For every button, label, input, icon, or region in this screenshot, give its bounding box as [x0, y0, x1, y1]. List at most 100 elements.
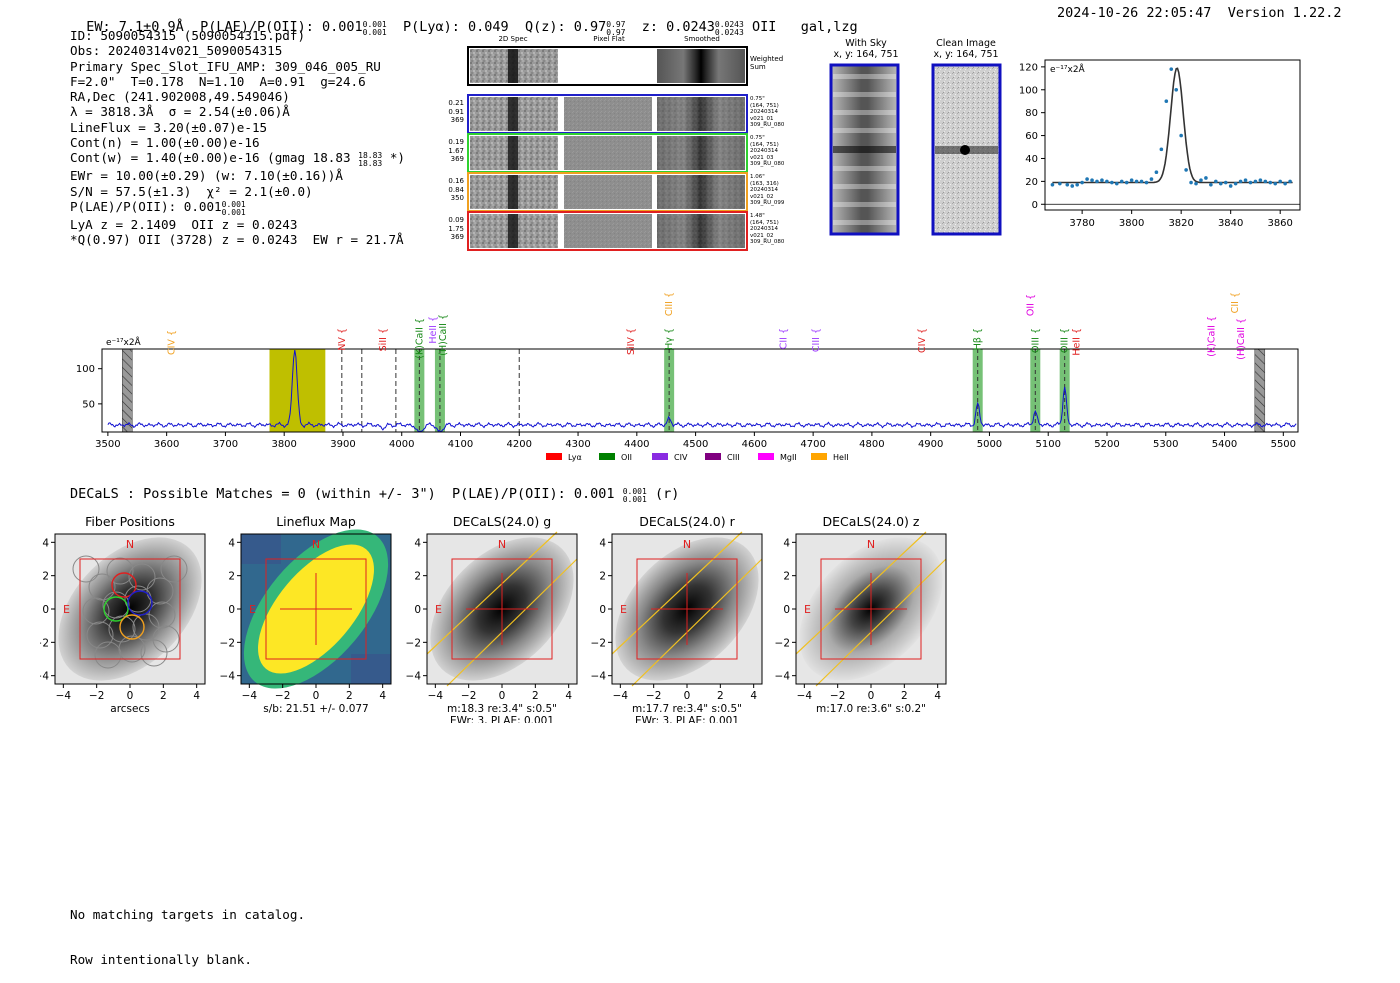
fit-ytick-label: 40	[1025, 154, 1038, 165]
fiber-circle	[146, 577, 174, 605]
strip-row-2d-line	[508, 97, 518, 131]
decals-ytick-label: 4	[599, 537, 606, 549]
header-z: z: 0.0243	[641, 19, 715, 35]
decals-caption: s/b: 21.51 +/- 0.077	[263, 703, 368, 715]
header-z-sub: 0.0243	[714, 28, 744, 37]
decals-xtick-label: −4	[428, 690, 444, 702]
strip-row-num: 369	[450, 233, 464, 241]
spectrum-line-label: (H)CaII {	[1236, 318, 1247, 360]
strip-row-nums: 0.19 1.67 369	[430, 138, 464, 164]
spectrum-ytick-label: 100	[76, 364, 95, 375]
spectrum-xtick-label: 4100	[448, 439, 473, 450]
weighted-smoothed	[657, 49, 745, 83]
spectrum-xtick-label: 5400	[1212, 439, 1237, 450]
spectrum-xtick-label: 4900	[918, 439, 943, 450]
fit-data-point	[1258, 178, 1263, 183]
spectrum-legend-label: CIII	[727, 453, 740, 462]
spectrum-line-label: OII {	[1026, 294, 1037, 316]
fiber-circle	[118, 635, 146, 663]
decals-ytick-label: 0	[414, 604, 421, 616]
fiber-circle	[106, 557, 134, 585]
spectrum-legend-label: MgII	[780, 453, 797, 462]
strip-row-num: 0.21	[448, 99, 464, 107]
spectrum-line-label: NV {	[337, 328, 348, 351]
strip-row-meta: 1.48" (164, 751) 20240314 v021_02 309_RU…	[750, 213, 785, 245]
fit-data-point	[1263, 179, 1268, 184]
header-qz-sub: 0.97	[606, 28, 626, 37]
fit-ylabel: e⁻¹⁷x2Å	[1050, 63, 1086, 75]
decals-east-label: E	[804, 603, 811, 616]
decals-ytick-label: −4	[220, 671, 236, 683]
header-z-line: OII	[751, 19, 777, 35]
spectrum-legend-label: Lyα	[568, 453, 582, 462]
spectrum-line-band	[972, 349, 983, 432]
fit-data-point	[1273, 181, 1278, 186]
spectrum-trace	[107, 350, 1297, 432]
decals-ytick-label: 0	[783, 604, 790, 616]
fit-data-point	[1233, 181, 1238, 186]
spectrum-xtick-label: 4300	[565, 439, 590, 450]
header-plya: P(Lyα): 0.049	[403, 19, 509, 35]
spectrum-frame	[101, 348, 1299, 433]
spectrum-ylabel: e⁻¹⁷x2Å	[106, 336, 142, 348]
decals-ytick-label: −2	[775, 637, 790, 649]
decals-xtick-label: 2	[532, 690, 539, 702]
spectrum-line-label: CIII {	[664, 292, 675, 316]
strip-title-flat: Pixel Flat	[593, 35, 625, 43]
fit-data-point	[1228, 184, 1233, 188]
info-obs: Obs: 20240314v021_5090054315	[70, 43, 283, 59]
spectrum-line-band	[1030, 349, 1041, 432]
decals-ytick-label: 2	[228, 571, 235, 583]
strip-title-smoothed: Smoothed	[684, 35, 720, 43]
fit-data-point	[1080, 180, 1084, 185]
decals-xtick-label: 0	[684, 690, 691, 702]
decals-ytick-label: −2	[591, 637, 606, 649]
spectrum-line-label: SiIV {	[626, 328, 637, 355]
fit-ytick-label: 100	[1019, 85, 1038, 96]
decals-ytick-label: 4	[42, 537, 49, 549]
info-lineflux: LineFlux = 3.20(±0.07)e-15	[70, 119, 268, 135]
decals-xtick-label: −2	[275, 690, 290, 702]
decals-ytick-label: −2	[40, 637, 49, 649]
fit-ytick-label: 20	[1025, 177, 1038, 188]
header-ew: EW: 7.1±0.9Å	[86, 19, 184, 35]
decals-xtick-label: 0	[313, 690, 320, 702]
decals-ytick-label: 4	[228, 537, 235, 549]
fit-data-point	[1223, 180, 1228, 185]
decals-search-box	[451, 558, 553, 660]
fit-data-point	[1288, 179, 1292, 184]
decals-xtick-label: −4	[242, 690, 258, 702]
fit-data-point	[1218, 181, 1223, 186]
info-block: ID: 5090054315 (5090054315.pdf) Obs: 202…	[70, 28, 405, 248]
spectrum-xtick-label: 3900	[330, 439, 355, 450]
decals-xtick-label: −4	[797, 690, 813, 702]
decals-aperture-line	[446, 558, 578, 687]
decals-aperture-line	[795, 531, 927, 655]
fit-data-point	[1238, 179, 1243, 184]
spectrum-line-label: CIV {	[166, 330, 177, 355]
decals-ytick-label: −2	[220, 637, 235, 649]
info-ewr: EWr = 10.00(±0.29) (w: 7.10(±0.16))Å	[70, 168, 343, 184]
spectrum-line-band	[664, 349, 675, 432]
strip-title-2d: 2D Spec	[498, 35, 528, 43]
decals-xtick-label: 0	[499, 690, 506, 702]
header-qz: Q(z): 0.97	[524, 19, 607, 35]
spectrum-xtick-label: 3500	[95, 439, 120, 450]
spectrum-line-label: CII {	[779, 328, 790, 349]
fiber-circle	[82, 597, 110, 625]
decals-xtick-label: 4	[934, 690, 941, 702]
spectrum-legend-swatch	[546, 453, 562, 460]
decals-caption: m:17.7 re:3.4" s:0.5"	[632, 703, 742, 715]
fit-data-point	[1209, 183, 1213, 187]
spectrum-xtick-label: 5000	[977, 439, 1002, 450]
header-plae-sup: 0.001	[362, 20, 387, 29]
spectrum-line-label: (K)CaII {	[1207, 316, 1218, 357]
info-contw: Cont(w) = 1.40(±0.00)e-16 (gmag 18.83 18…	[70, 150, 405, 169]
spectrum-xtick-label: 3600	[154, 439, 179, 450]
decals-xtick-label: −2	[461, 690, 476, 702]
fit-data-point	[1139, 179, 1144, 184]
spectrum-xtick-label: 4700	[800, 439, 825, 450]
decals-caption: arcsecs	[110, 703, 149, 715]
decals-caption-2: EWr: 3, PLAE: 0.001	[635, 715, 739, 723]
fit-data-point	[1149, 177, 1154, 181]
